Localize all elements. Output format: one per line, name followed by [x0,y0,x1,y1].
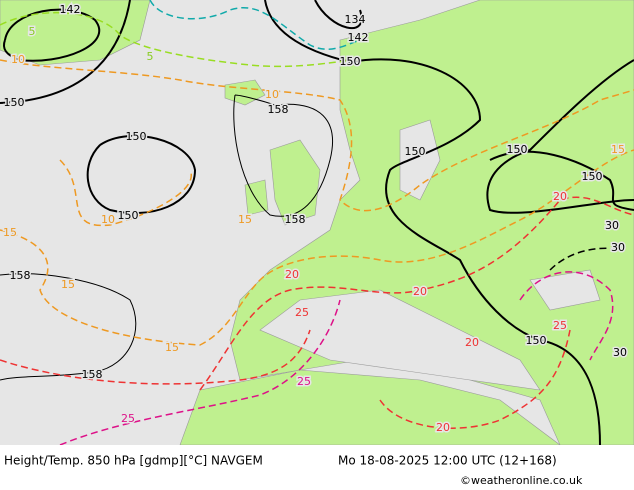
height-label: 142 [60,3,81,16]
temperature-label: 10 [265,88,279,101]
temperature-label: 10 [101,213,115,226]
height-label: 150 [126,130,147,143]
temperature-label: 30 [613,346,627,359]
temperature-label: 20 [285,268,299,281]
temperature-label: 15 [61,278,75,291]
temperature-label: 25 [553,319,567,332]
temperature-contours [0,0,634,446]
footer-credit: ©weatheronline.co.uk [460,474,583,487]
footer-title: Height/Temp. 850 hPa [gdmp][°C] NAVGEM [4,454,263,468]
temperature-label: 15 [238,213,252,226]
temperature-label: 30 [605,219,619,232]
height-label: 158 [285,213,306,226]
temperature-label: 20 [413,285,427,298]
temperature-label: 15 [611,143,625,156]
height-label: 150 [582,170,603,183]
height-label: 134 [345,13,366,26]
temperature-label: 10 [11,53,25,66]
temperature-label: 25 [297,375,311,388]
height-label: 158 [268,103,289,116]
temperature-label: 15 [3,226,17,239]
temperature-label: 20 [553,190,567,203]
temperature-label: 20 [436,421,450,434]
height-label: 158 [10,269,31,282]
temperature-label: 15 [165,341,179,354]
height-contours [0,0,634,446]
height-label: 158 [82,368,103,381]
footer-datetime: Mo 18-08-2025 12:00 UTC (12+168) [338,454,557,468]
temperature-label: 20 [465,336,479,349]
height-label: 150 [526,334,547,347]
temperature-label: 5 [29,25,36,38]
temperature-label: 25 [295,306,309,319]
height-label: 150 [118,209,139,222]
footer [0,445,634,490]
height-label: 142 [348,31,369,44]
height-label: 150 [340,55,361,68]
temperature-label: 25 [121,412,135,425]
height-label: 150 [405,145,426,158]
height-label: 150 [507,143,528,156]
temperature-label: 5 [147,50,154,63]
inland-seas [259,119,601,391]
height-label: 150 [4,96,25,109]
temperature-label: 30 [611,241,625,254]
